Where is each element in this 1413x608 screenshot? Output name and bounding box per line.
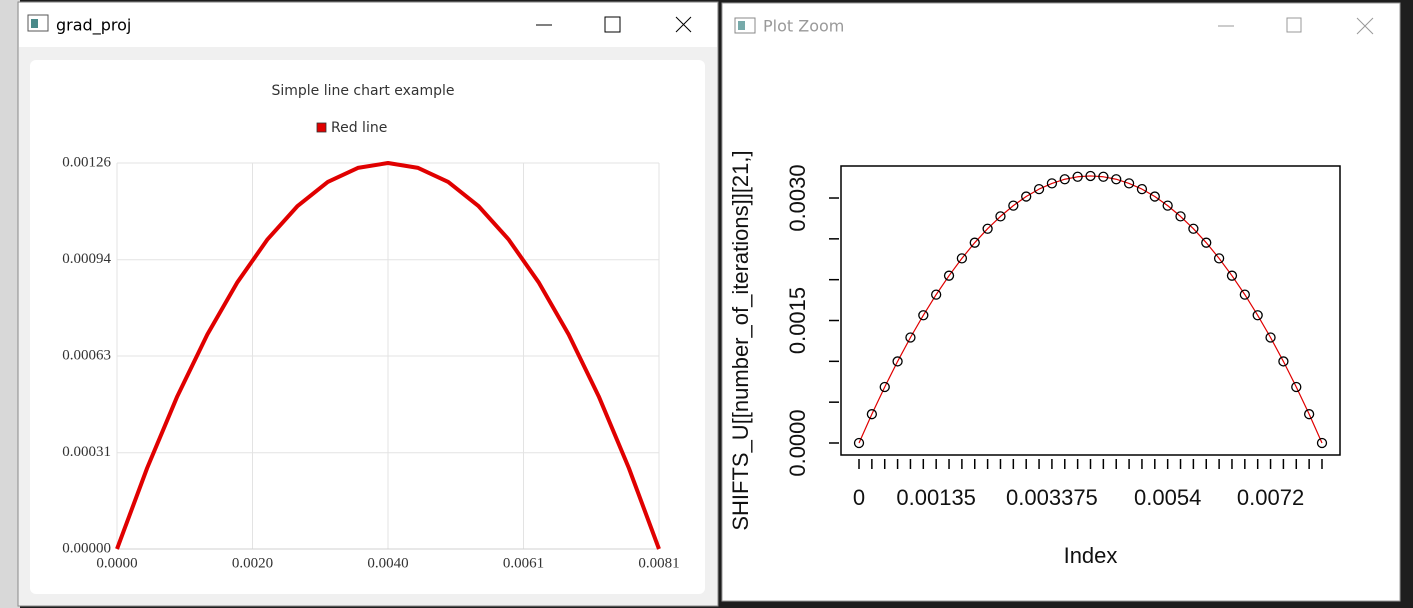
point <box>1291 381 1302 393</box>
point <box>892 356 903 367</box>
point <box>1316 437 1328 449</box>
window-frame <box>721 2 1401 602</box>
point <box>1111 174 1122 185</box>
y-tick-label: 0.0030 <box>785 164 810 231</box>
maximize-button[interactable] <box>604 16 621 33</box>
point <box>1008 200 1019 211</box>
point <box>1072 171 1083 182</box>
x-tick-label: 0.00135 <box>896 485 976 510</box>
y-tick-label: 0.00126 <box>62 154 111 170</box>
window-title: Plot Zoom <box>763 17 844 36</box>
point <box>956 253 968 264</box>
x-axis-label: Index <box>1064 543 1118 568</box>
series-line <box>858 175 1323 444</box>
app-icon-part <box>738 21 745 30</box>
point <box>1162 200 1173 211</box>
y-tick-label: 0.00063 <box>62 347 111 363</box>
point <box>1226 270 1238 281</box>
series-line <box>115 161 661 550</box>
point <box>1098 171 1109 182</box>
chart-plot-zoom: 0.0000 0.0015 0.0030 0 0.00135 0.003375 0.0054… <box>728 150 1341 568</box>
close-button[interactable] <box>1356 17 1374 35</box>
x-tick-label: 0.003375 <box>1006 485 1098 510</box>
chart-area <box>30 60 705 594</box>
point <box>995 211 1006 222</box>
point <box>1123 178 1135 189</box>
x-tick-label: 0.0072 <box>1237 485 1304 510</box>
y-axis-label: SHIFTS_U[[number_of_iterations]][21,] <box>728 150 753 530</box>
chart-title: Simple line chart example <box>271 83 454 99</box>
legend-swatch <box>316 122 327 133</box>
window-grad-proj: grad_proj 0.000000.000310.000630.000940.… <box>17 1 719 607</box>
maximize-button[interactable] <box>1286 17 1302 33</box>
window-title: grad_proj <box>56 16 131 36</box>
point <box>866 409 878 420</box>
x-tick-label: 0.0000 <box>96 555 137 571</box>
point <box>1188 223 1199 234</box>
plot-frame <box>840 165 1341 456</box>
point <box>879 381 890 393</box>
point <box>1175 211 1186 222</box>
y-tick-label: 0.00000 <box>62 540 111 556</box>
y-tick-label: 0.00031 <box>62 444 111 460</box>
legend-label: Red line <box>331 120 387 136</box>
point <box>1033 183 1045 195</box>
x-tick-label: 0.0020 <box>232 555 273 571</box>
close-button[interactable] <box>675 16 692 33</box>
y-tick-label: 0.00094 <box>62 251 111 267</box>
point <box>1239 289 1250 300</box>
app-icon-part <box>31 19 38 28</box>
point <box>943 270 955 281</box>
point <box>1213 253 1225 264</box>
x-tick-label: 0.0061 <box>503 555 544 571</box>
point <box>1085 170 1096 182</box>
point <box>1021 191 1032 202</box>
background-window <box>0 0 20 608</box>
point <box>969 237 980 248</box>
y-tick-label: 0.0000 <box>785 409 810 476</box>
x-tick-label: 0.0054 <box>1134 485 1201 510</box>
point <box>1046 178 1058 189</box>
x-tick-label: 0.0040 <box>367 555 408 571</box>
x-tick-label: 0 <box>853 485 865 510</box>
point <box>982 223 993 234</box>
point <box>853 437 865 449</box>
point <box>1303 409 1315 420</box>
point <box>1278 356 1289 367</box>
point <box>905 332 916 343</box>
title-bar <box>19 3 717 47</box>
chart-grad-proj: 0.00000 0.00031 0.00063 0.00094 0.00126 0.000… <box>62 83 679 571</box>
y-tick-label: 0.0015 <box>785 287 810 354</box>
point <box>918 310 929 321</box>
point <box>1149 191 1160 202</box>
point <box>1059 174 1070 185</box>
point <box>1136 183 1148 195</box>
point <box>1252 310 1263 321</box>
x-tick-label: 0.0081 <box>638 555 679 571</box>
point <box>1265 332 1276 343</box>
point <box>931 289 942 300</box>
point <box>1201 237 1212 248</box>
